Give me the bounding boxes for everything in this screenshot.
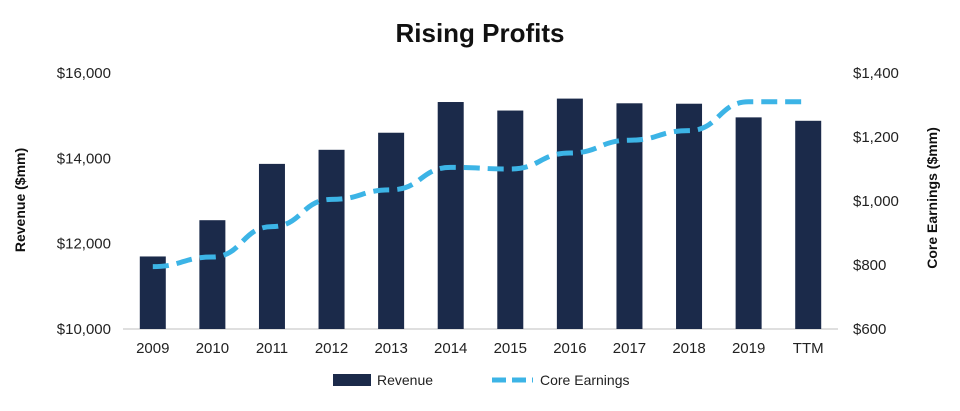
x-tick-label: 2016 <box>553 340 586 357</box>
left-tick-label: $16,000 <box>57 65 111 82</box>
legend-revenue-swatch <box>333 374 371 386</box>
x-tick-label: 2009 <box>136 340 169 357</box>
revenue-bar-2018 <box>676 103 703 329</box>
revenue-bar-2019 <box>735 117 762 329</box>
x-tick-label: 2011 <box>256 340 288 357</box>
right-axis-ticks: $600 $800 $1,000 $1,200 $1,400 <box>853 65 899 338</box>
revenue-bars <box>139 98 822 330</box>
left-tick-label: $14,000 <box>57 150 111 167</box>
x-tick-label: 2013 <box>374 340 407 357</box>
revenue-bar-2010 <box>199 220 226 329</box>
left-axis-label: Revenue ($mm) <box>12 148 28 252</box>
right-tick-label: $600 <box>853 321 886 338</box>
revenue-bar-2017 <box>616 103 643 329</box>
revenue-bar-2016 <box>556 98 583 329</box>
x-tick-label: 2018 <box>672 340 705 357</box>
legend-core-earnings-label: Core Earnings <box>540 372 630 388</box>
revenue-bar-2011 <box>258 163 285 329</box>
left-tick-label: $10,000 <box>57 321 111 338</box>
x-tick-label: 2017 <box>613 340 646 357</box>
x-tick-label: 2012 <box>315 340 348 357</box>
core-earnings-line <box>152 99 809 270</box>
x-tick-label: 2019 <box>732 340 765 357</box>
x-tick-label: 2015 <box>494 340 527 357</box>
revenue-bar-2014 <box>437 102 464 329</box>
left-tick-label: $12,000 <box>57 236 111 253</box>
revenue-bar-2013 <box>378 132 405 329</box>
core-earnings-line-group <box>152 99 809 270</box>
revenue-bar-2012 <box>318 149 345 329</box>
legend-revenue-label: Revenue <box>377 372 433 388</box>
chart-title: Rising Profits <box>395 18 564 48</box>
left-axis-ticks: $10,000 $12,000 $14,000 $16,000 <box>57 65 111 338</box>
right-axis-label: Core Earnings ($mm) <box>924 127 940 269</box>
right-tick-label: $800 <box>853 257 886 274</box>
right-tick-label: $1,200 <box>853 129 899 146</box>
right-tick-label: $1,000 <box>853 193 899 210</box>
revenue-bar-ttm <box>795 120 822 329</box>
legend: Revenue Core Earnings <box>333 372 630 388</box>
revenue-bar-2015 <box>497 110 524 330</box>
x-axis-ticks: 2009 2010 2011 2012 2013 2014 2015 2016 2017 2018… <box>136 340 824 357</box>
right-tick-label: $1,400 <box>853 65 899 82</box>
x-tick-label: 2010 <box>196 340 229 357</box>
x-tick-label: 2014 <box>434 340 467 357</box>
x-tick-label: TTM <box>793 340 824 357</box>
